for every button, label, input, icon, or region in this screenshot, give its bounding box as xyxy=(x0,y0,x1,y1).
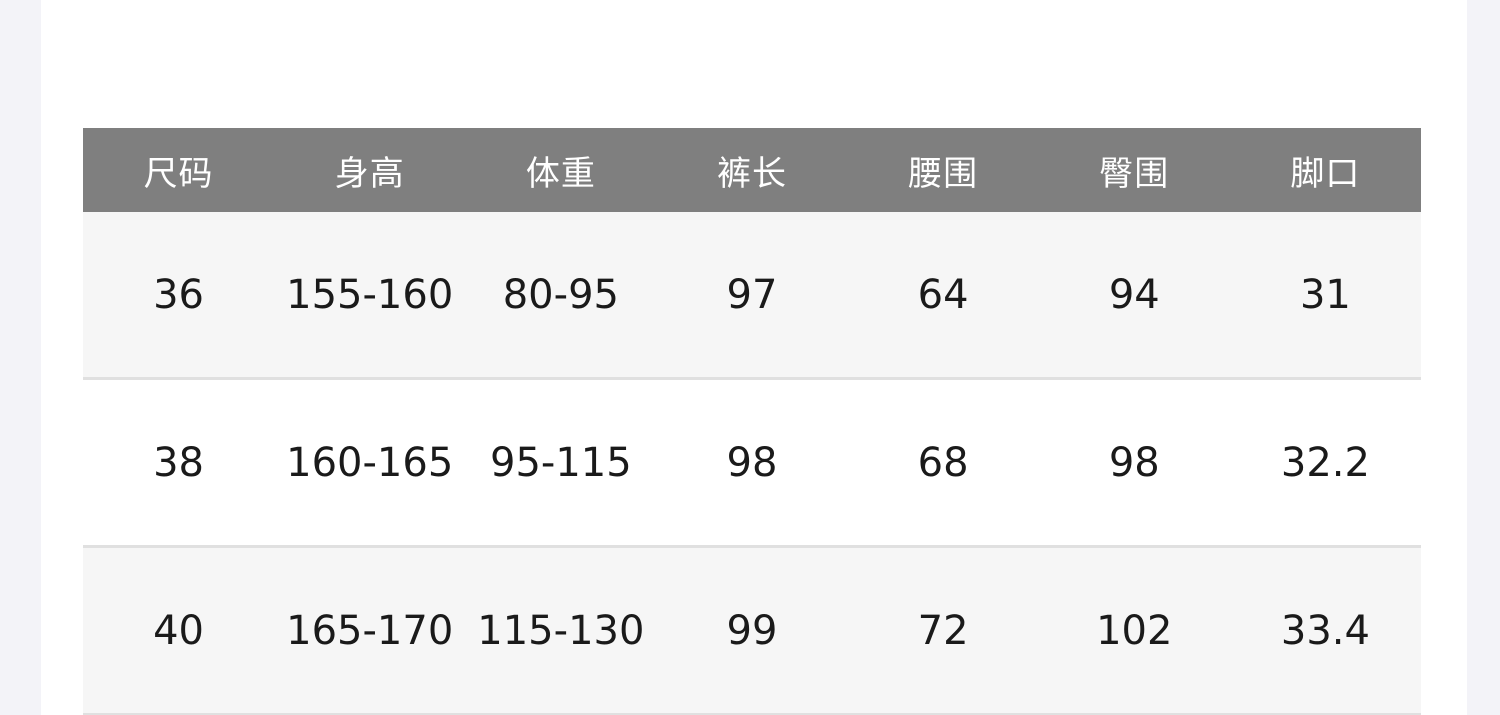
page-right-gutter xyxy=(1467,0,1500,715)
header-cell-pants-length: 裤长 xyxy=(716,153,787,194)
cell-hip: 102 xyxy=(1096,607,1173,654)
header-cell-weight: 体重 xyxy=(525,153,596,194)
cell-height: 155-160 xyxy=(286,271,454,318)
header-cell-height: 身高 xyxy=(334,153,405,194)
header-cell-hip: 臀围 xyxy=(1099,153,1170,194)
table-row: 38 160-165 95-115 98 68 98 32.2 xyxy=(83,380,1421,548)
cell-leg-opening: 32.2 xyxy=(1280,439,1370,486)
cell-size: 40 xyxy=(153,607,205,654)
cell-waist: 64 xyxy=(917,271,969,318)
cell-waist: 68 xyxy=(917,439,969,486)
cell-waist: 72 xyxy=(917,607,969,654)
cell-weight: 95-115 xyxy=(490,439,632,486)
header-cell-waist: 腰围 xyxy=(908,153,979,194)
cell-weight: 115-130 xyxy=(477,607,645,654)
cell-leg-opening: 31 xyxy=(1299,271,1351,318)
table-row: 36 155-160 80-95 97 64 94 31 xyxy=(83,212,1421,380)
cell-size: 36 xyxy=(153,271,205,318)
cell-weight: 80-95 xyxy=(502,271,619,318)
table-row: 40 165-170 115-130 99 72 102 33.4 xyxy=(83,548,1421,715)
cell-height: 160-165 xyxy=(286,439,454,486)
cell-pants-length: 98 xyxy=(726,439,778,486)
page-left-gutter xyxy=(0,0,41,715)
size-chart-table: 尺码 身高 体重 裤长 腰围 臀围 脚口 36 155-160 80-95 97… xyxy=(83,128,1421,715)
cell-height: 165-170 xyxy=(286,607,454,654)
cell-size: 38 xyxy=(153,439,205,486)
header-cell-size: 尺码 xyxy=(143,153,214,194)
cell-hip: 98 xyxy=(1108,439,1160,486)
table-header-row: 尺码 身高 体重 裤长 腰围 臀围 脚口 xyxy=(83,128,1421,212)
cell-leg-opening: 33.4 xyxy=(1280,607,1370,654)
cell-pants-length: 97 xyxy=(726,271,778,318)
cell-hip: 94 xyxy=(1108,271,1160,318)
header-cell-leg-opening: 脚口 xyxy=(1290,153,1361,194)
cell-pants-length: 99 xyxy=(726,607,778,654)
